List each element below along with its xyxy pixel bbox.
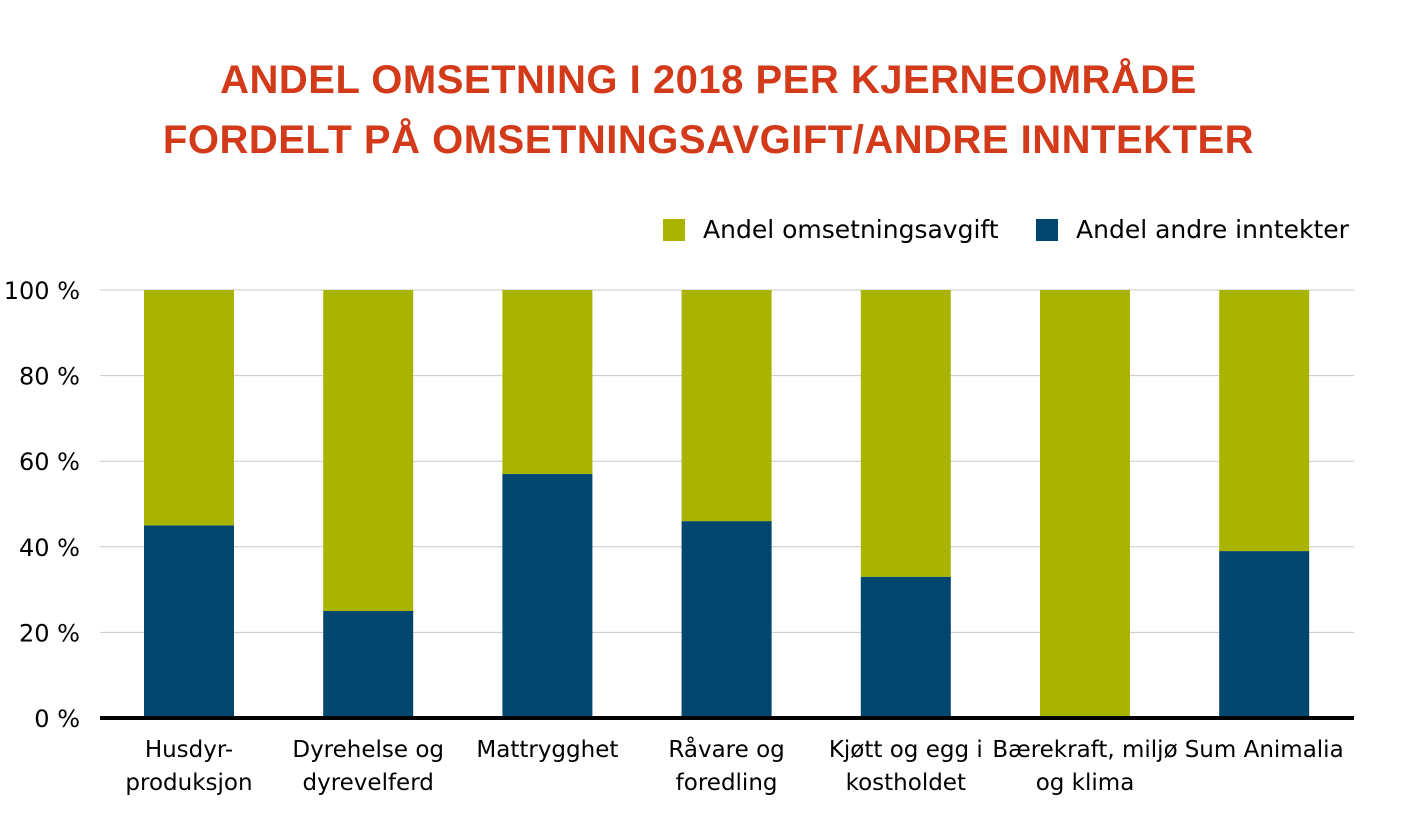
y-tick-label: 20 %: [19, 619, 80, 647]
bar-andre-inntekter: [860, 576, 951, 718]
bar-andre-inntekter: [502, 474, 593, 718]
y-tick-label: 100 %: [4, 277, 80, 305]
bar-omsetningsavgift: [860, 290, 951, 577]
x-tick-label: produksjon: [125, 770, 252, 796]
bar-omsetningsavgift: [144, 290, 234, 526]
bar-andre-inntekter: [323, 611, 414, 718]
x-tick-label: kostholdet: [846, 770, 966, 796]
chart-title-line-1: ANDEL OMSETNING I 2018 PER KJERNEOMRÅDE: [220, 58, 1197, 102]
x-tick-label: Sum Animalia: [1185, 737, 1344, 763]
bar-omsetningsavgift: [323, 290, 414, 611]
x-tick-label: Husdyr-: [145, 737, 233, 763]
y-tick-label: 80 %: [19, 363, 80, 391]
legend-label: Andel omsetningsavgift: [703, 215, 999, 244]
y-tick-label: 60 %: [19, 448, 80, 476]
x-tick-label: Mattrygghet: [476, 737, 618, 763]
x-tick-label: Dyrehelse og: [292, 737, 444, 763]
legend-swatch: [1036, 219, 1058, 241]
x-tick-label: dyrevelferd: [303, 770, 434, 796]
legend-label: Andel andre inntekter: [1076, 215, 1350, 244]
bar-andre-inntekter: [144, 525, 234, 718]
x-tick-label: Bærekraft, miljø: [992, 737, 1177, 763]
x-tick-label: foredling: [676, 770, 778, 796]
y-tick-label: 40 %: [19, 534, 80, 562]
bar-omsetningsavgift: [681, 290, 772, 522]
x-tick-label: Kjøtt og egg i: [829, 737, 983, 763]
y-tick-label: 0 %: [34, 705, 80, 733]
x-tick-label: og klima: [1036, 770, 1135, 796]
bar-omsetningsavgift: [502, 290, 593, 475]
bar-omsetningsavgift: [1040, 290, 1130, 718]
legend-swatch: [663, 219, 685, 241]
chart-title-line-2: FORDELT PÅ OMSETNINGSAVGIFT/ANDRE INNTEK…: [162, 118, 1255, 162]
bar-omsetningsavgift: [1219, 290, 1310, 552]
bar-andre-inntekter: [1219, 551, 1310, 718]
bar-andre-inntekter: [681, 521, 772, 718]
x-tick-label: Råvare og: [668, 735, 784, 763]
